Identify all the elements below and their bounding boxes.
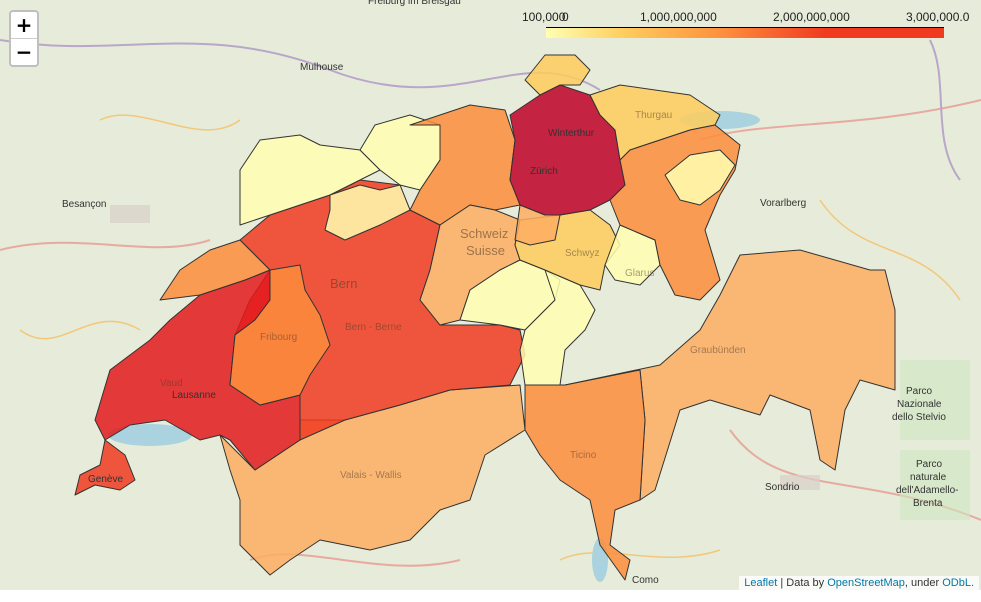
label-bern: Bern bbox=[330, 276, 358, 291]
zoom-control: + − bbox=[9, 10, 39, 67]
label-stelvio-3: dello Stelvio bbox=[892, 412, 946, 423]
odbl-link[interactable]: ODbL. bbox=[942, 577, 974, 589]
map-attribution: Leaflet | Data by OpenStreetMap, under O… bbox=[739, 576, 979, 590]
canton-fribourg bbox=[229, 264, 331, 406]
label-mulhouse: Mulhouse bbox=[300, 62, 344, 73]
cantons-layer bbox=[74, 54, 896, 581]
attribution-under: , under bbox=[904, 577, 943, 589]
label-besancon: Besançon bbox=[62, 199, 107, 210]
legend-color-bar bbox=[546, 27, 944, 38]
legend-tick-2b: 2,000,000,000 bbox=[773, 10, 850, 24]
label-vorarlberg: Vorarlberg bbox=[760, 198, 807, 209]
canton-graubunden bbox=[564, 249, 896, 501]
label-como: Como bbox=[632, 575, 659, 586]
leaflet-link[interactable]: Leaflet bbox=[744, 577, 778, 589]
label-ticino: Ticino bbox=[570, 450, 597, 461]
openstreetmap-link[interactable]: OpenStreetMap bbox=[827, 577, 905, 589]
label-stelvio-1: Parco bbox=[906, 386, 933, 397]
page-footer-strip bbox=[0, 590, 981, 602]
legend-axis-line bbox=[546, 27, 944, 28]
urban-sondrio bbox=[780, 475, 820, 490]
label-fribourg: Fribourg bbox=[260, 332, 298, 343]
canton-neuchatel bbox=[159, 239, 271, 301]
park-stelvio bbox=[900, 360, 970, 440]
legend-tick-overlap: 0 bbox=[562, 10, 569, 24]
urban-besancon bbox=[110, 205, 150, 223]
canton-geneve bbox=[74, 439, 136, 496]
label-vaud: Vaud bbox=[160, 378, 183, 389]
label-freiburg: Freiburg im Breisgau bbox=[368, 0, 461, 7]
label-zurich: Zürich bbox=[530, 166, 558, 177]
label-glarus: Glarus bbox=[625, 268, 655, 279]
canton-appenzell bbox=[664, 149, 736, 206]
label-adamello-4: Brenta bbox=[913, 498, 943, 509]
label-winterthur: Winterthur bbox=[548, 128, 595, 139]
legend-tick-3m: 3,000,000.0 bbox=[906, 10, 970, 24]
legend-tick-min: 100,000 bbox=[522, 10, 566, 24]
label-lausanne: Lausanne bbox=[172, 390, 216, 401]
canton-solothurn bbox=[324, 184, 411, 241]
color-legend: 100,000 0 1,000,000,000 2,000,000,000 3,… bbox=[520, 8, 969, 40]
park-adamello bbox=[900, 450, 970, 520]
zoom-out-button[interactable]: − bbox=[11, 38, 37, 65]
label-stelvio-2: Nazionale bbox=[897, 399, 942, 410]
canton-uri bbox=[519, 269, 596, 386]
label-thurgau: Thurgau bbox=[635, 110, 673, 121]
zoom-in-button[interactable]: + bbox=[15, 13, 33, 37]
label-graubunden: Graubünden bbox=[690, 345, 746, 356]
label-valais: Valais - Wallis bbox=[340, 470, 402, 481]
label-geneve: Genève bbox=[88, 474, 124, 485]
label-schweiz: Schweiz bbox=[460, 226, 509, 241]
canton-schaffhausen bbox=[524, 54, 591, 96]
legend-tick-1b: 1,000,000,000 bbox=[640, 10, 717, 24]
label-adamello-2: naturale bbox=[910, 472, 947, 483]
label-adamello-1: Parco bbox=[916, 459, 943, 470]
label-adamello-3: dell'Adamello- bbox=[896, 485, 959, 496]
label-suisse: Suisse bbox=[466, 243, 506, 258]
canton-ticino bbox=[524, 369, 646, 581]
label-schwyz: Schwyz bbox=[565, 248, 600, 259]
label-bern-berne: Bern - Berne bbox=[345, 322, 402, 333]
label-sondrio: Sondrio bbox=[765, 482, 800, 493]
lake-geneva bbox=[108, 424, 192, 446]
attribution-data-by: | Data by bbox=[777, 577, 828, 589]
